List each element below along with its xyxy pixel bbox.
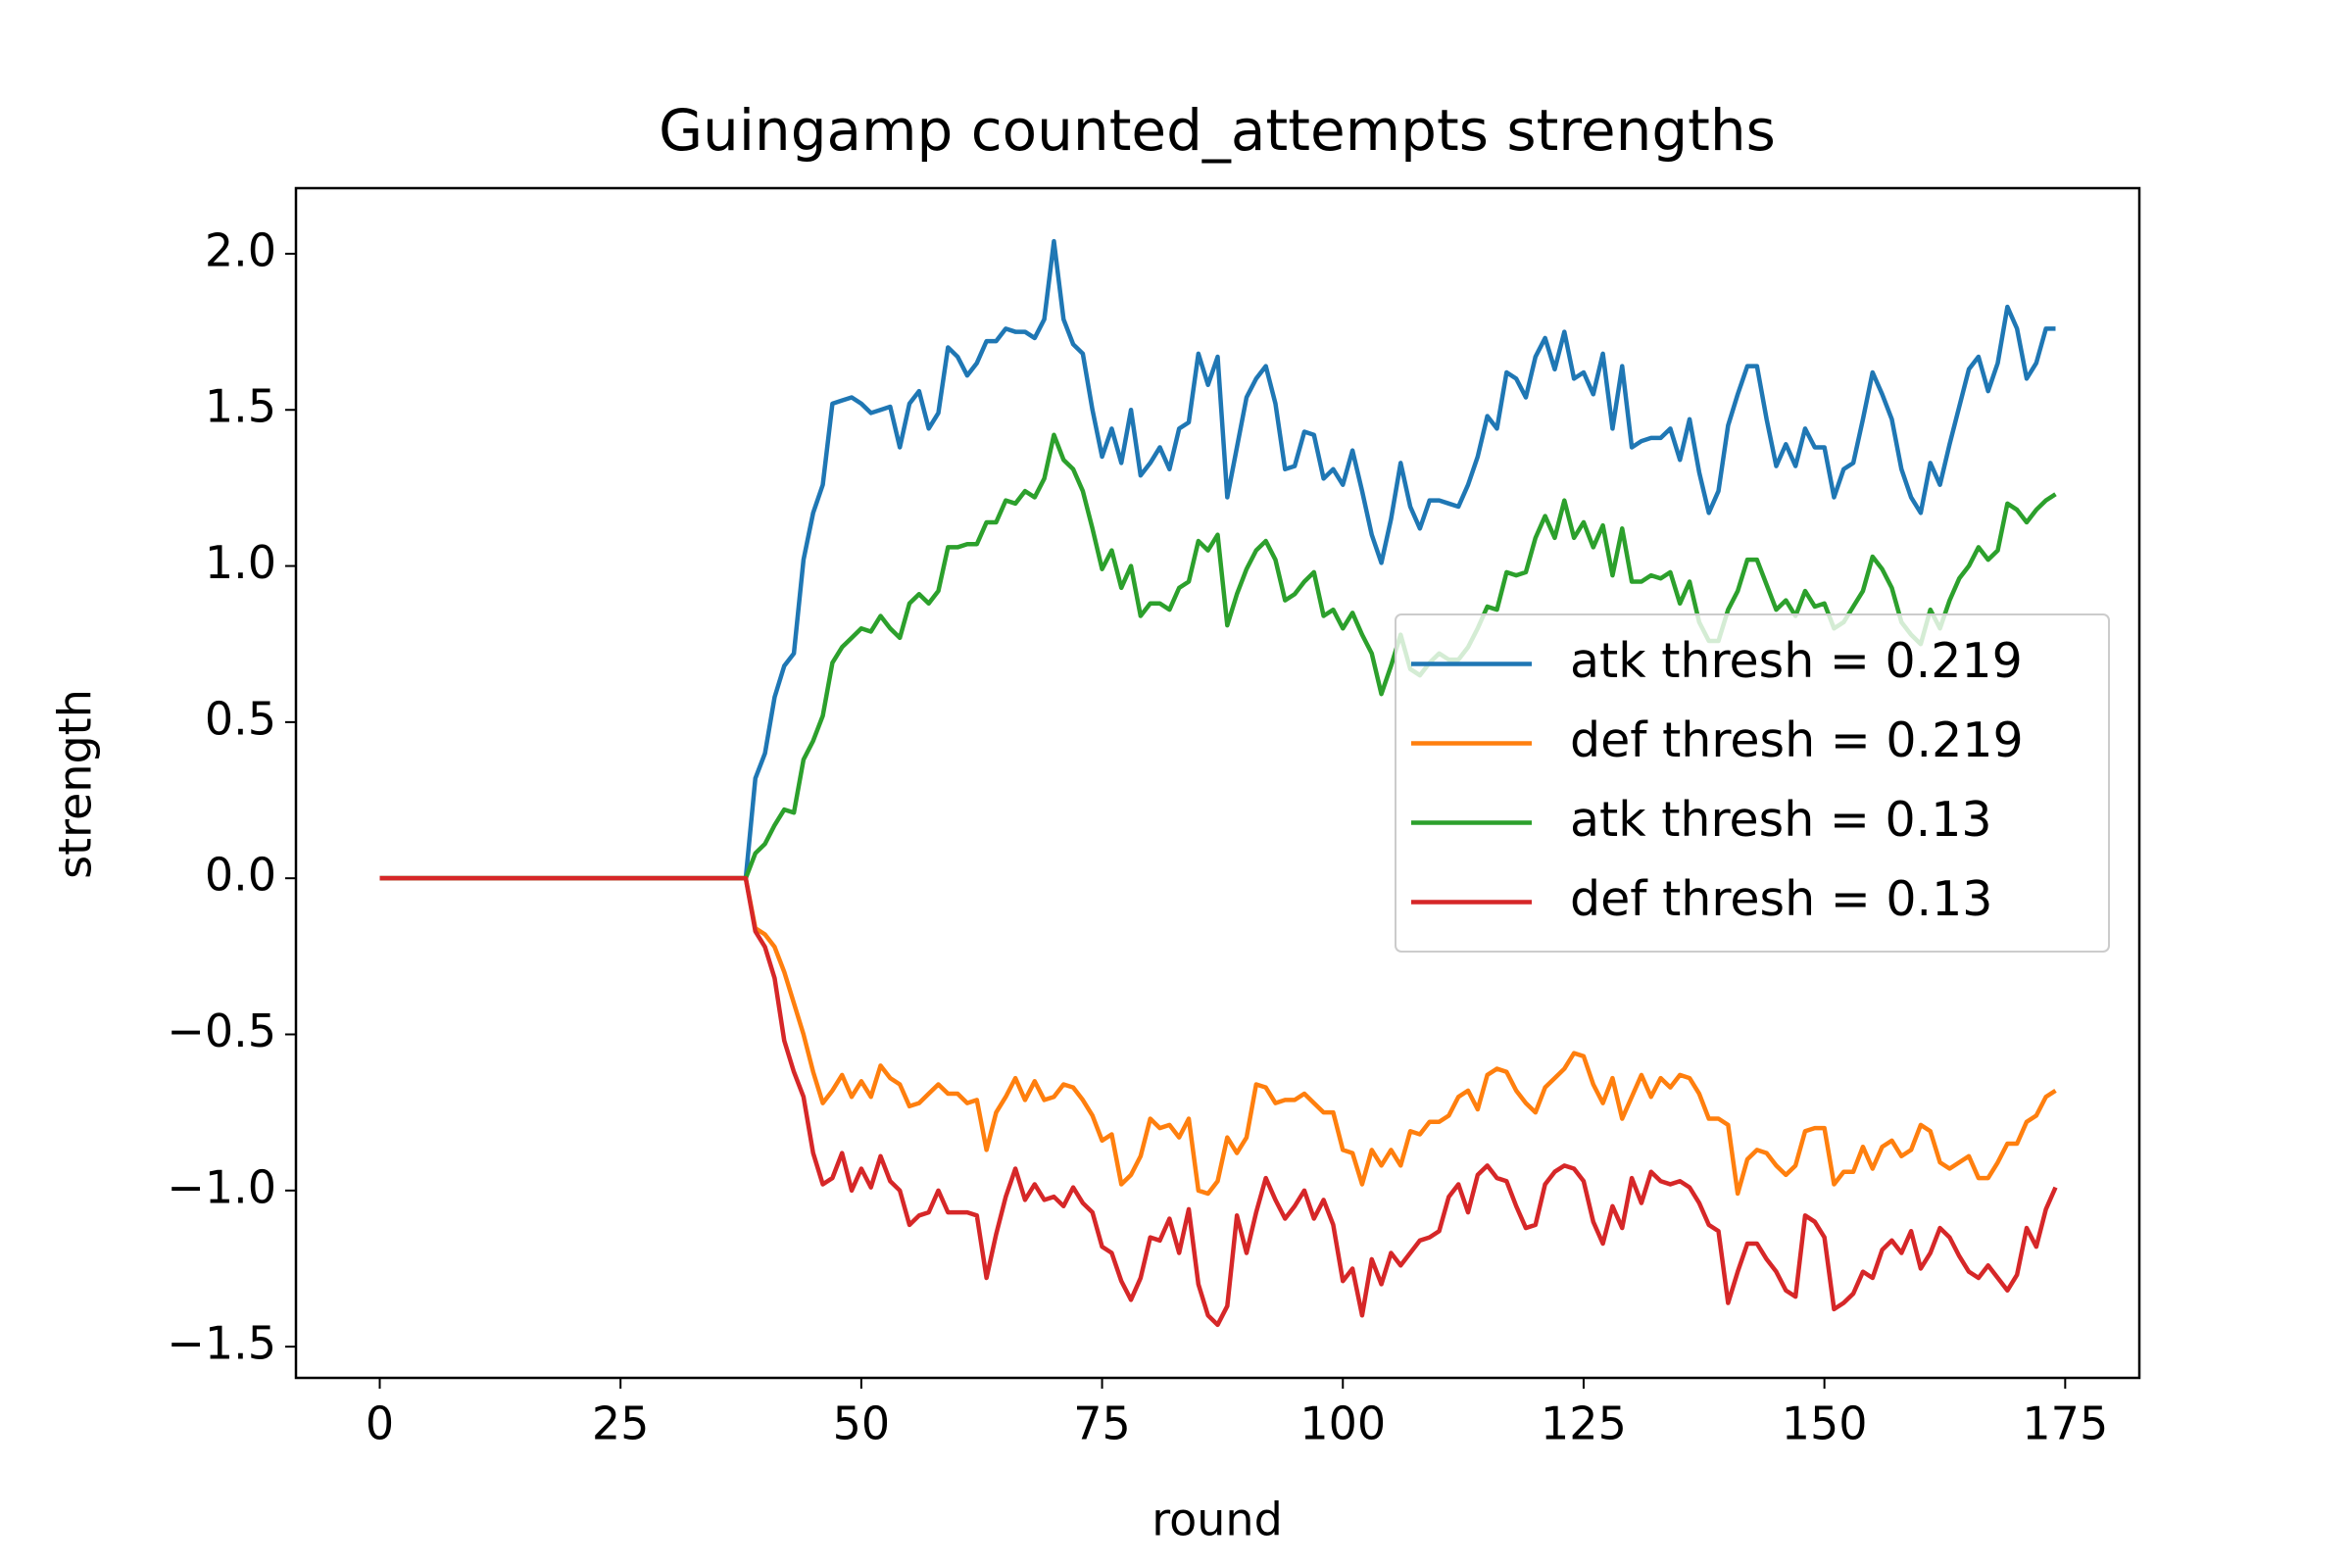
y-tick-label: 0.5 — [205, 692, 276, 745]
x-tick-label: 75 — [1073, 1397, 1131, 1450]
x-tick-label: 175 — [2022, 1397, 2108, 1450]
y-tick-label: 1.5 — [205, 380, 276, 433]
legend-label: def thresh = 0.219 — [1570, 712, 2024, 768]
y-tick-label: −0.5 — [167, 1004, 276, 1057]
x-axis-label: round — [1152, 1494, 1283, 1546]
x-tick-label: 25 — [592, 1397, 650, 1450]
x-tick-label: 100 — [1299, 1397, 1386, 1450]
chart-title: Guingamp counted_attempts strengths — [659, 97, 1776, 164]
y-tick-label: 0.0 — [205, 849, 276, 902]
y-tick-label: 2.0 — [205, 223, 276, 276]
legend-frame — [1395, 613, 2110, 953]
y-tick-label: −1.0 — [167, 1160, 276, 1213]
axes-frame — [294, 186, 2141, 1380]
y-tick-label: 1.0 — [205, 536, 276, 589]
y-tick-label: −1.5 — [167, 1317, 276, 1370]
series-line — [379, 875, 2058, 1328]
legend-label: atk thresh = 0.13 — [1570, 792, 1992, 848]
x-tick-label: 0 — [366, 1397, 394, 1450]
legend-label: atk thresh = 0.219 — [1570, 633, 2023, 689]
x-tick-label: 150 — [1782, 1397, 1868, 1450]
y-axis-label: strength — [49, 689, 102, 879]
legend: atk thresh = 0.219 def thresh = 0.219 atk … — [1395, 613, 2110, 953]
x-tick-label: 50 — [833, 1397, 891, 1450]
x-tick-label: 125 — [1541, 1397, 1627, 1450]
legend-label: def thresh = 0.13 — [1570, 871, 1992, 927]
